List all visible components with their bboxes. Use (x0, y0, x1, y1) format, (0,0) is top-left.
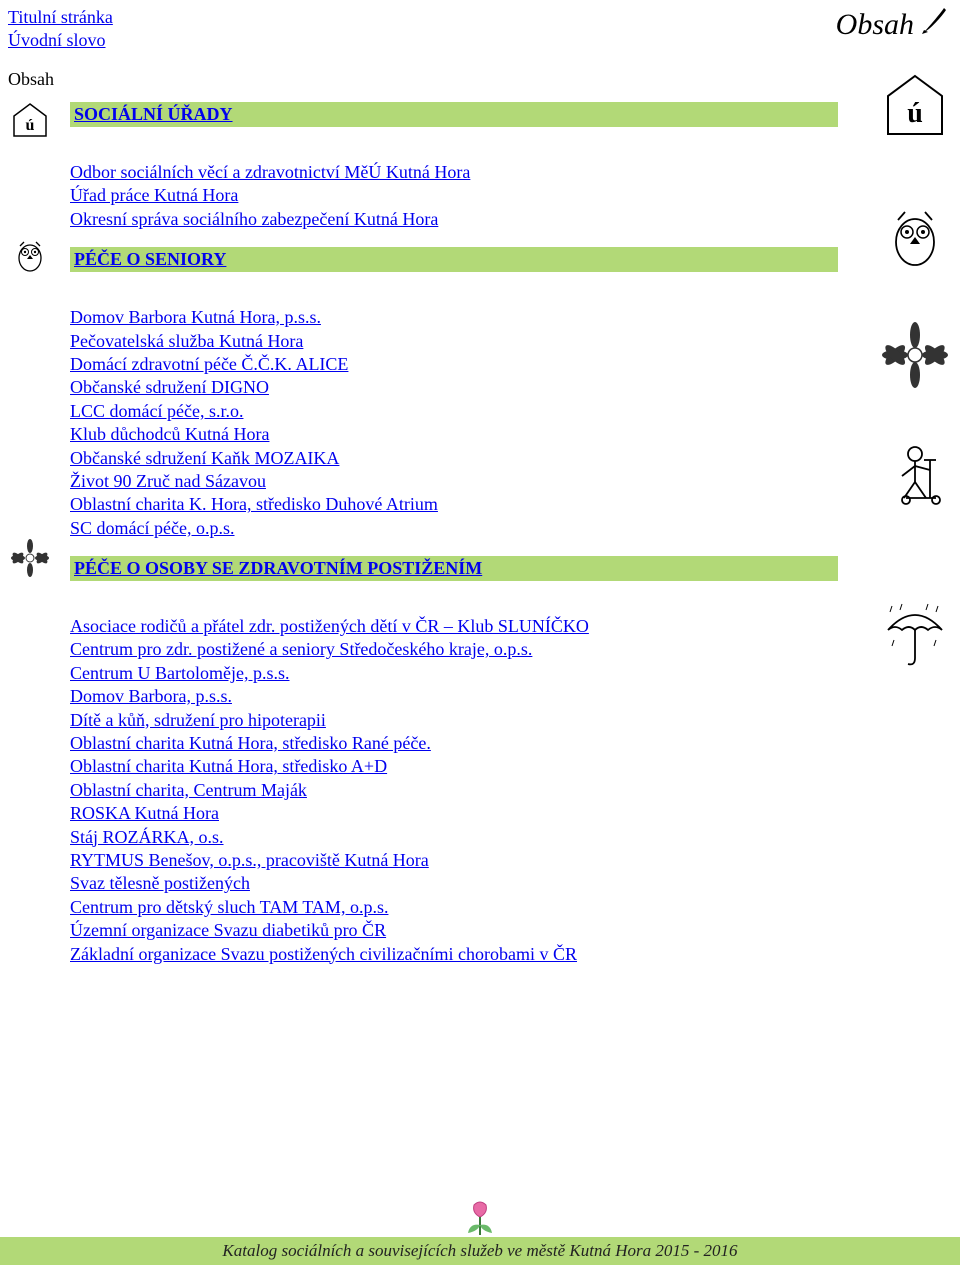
list-pece-seniory: Domov Barbora Kutná Hora, p.s.s. Pečovat… (70, 278, 830, 550)
svg-text:ú: ú (907, 98, 923, 129)
link-item[interactable]: Oblastní charita, Centrum Maják (70, 779, 830, 802)
link-item[interactable]: Pečovatelská služba Kutná Hora (70, 330, 830, 353)
flower-icon (10, 538, 50, 578)
flower-icon (880, 320, 950, 390)
link-item[interactable]: Okresní správa sociálního zabezpečení Ku… (70, 208, 830, 231)
link-item[interactable]: Dítě a kůň, sdružení pro hipoterapii (70, 709, 830, 732)
svg-text:ú: ú (26, 117, 35, 134)
section-link-pece-postizeni[interactable]: PÉČE O OSOBY SE ZDRAVOTNÍM POSTIŽENÍM (74, 558, 482, 578)
link-item[interactable]: Občanské sdružení Kaňk MOZAIKA (70, 447, 830, 470)
obsah-header-text: Obsah (836, 8, 914, 42)
page-root: Obsah Titulní stránka Úvodní slovo Obsah… (0, 0, 960, 1265)
link-item[interactable]: ROSKA Kutná Hora (70, 802, 830, 825)
link-item[interactable]: Oblastní charita Kutná Hora, středisko R… (70, 732, 830, 755)
section-pece-seniory: PÉČE O SENIORY (70, 247, 838, 272)
footer-text: Katalog sociálních a souvisejících služe… (222, 1241, 737, 1260)
owl-icon (10, 234, 50, 274)
list-socialni-urady: Odbor sociálních věcí a zdravotnictví Mě… (70, 133, 830, 241)
link-titulni-stranka[interactable]: Titulní stránka (8, 6, 952, 29)
link-item[interactable]: Centrum pro zdr. postižené a seniory Stř… (70, 638, 830, 661)
link-item[interactable]: Odbor sociálních věcí a zdravotnictví Mě… (70, 161, 830, 184)
section-link-pece-seniory[interactable]: PÉČE O SENIORY (74, 249, 226, 269)
link-item[interactable]: Úřad práce Kutná Hora (70, 184, 830, 207)
obsah-label: Obsah (0, 51, 960, 96)
link-item[interactable]: RYTMUS Benešov, o.p.s., pracoviště Kutná… (70, 849, 830, 872)
link-item[interactable]: Centrum U Bartoloměje, p.s.s. (70, 662, 830, 685)
content: SOCIÁLNÍ ÚŘADY Odbor sociálních věcí a z… (0, 102, 960, 976)
scooter-icon (880, 440, 950, 510)
house-u-icon: ú (880, 70, 950, 140)
top-links: Titulní stránka Úvodní slovo (0, 0, 960, 51)
link-item[interactable]: Centrum pro dětský sluch TAM TAM, o.p.s. (70, 896, 830, 919)
link-item[interactable]: Oblastní charita Kutná Hora, středisko A… (70, 755, 830, 778)
link-item[interactable]: Klub důchodců Kutná Hora (70, 423, 830, 446)
link-item[interactable]: Základní organizace Svazu postižených ci… (70, 943, 830, 966)
link-item[interactable]: Občanské sdružení DIGNO (70, 376, 830, 399)
link-uvodni-slovo[interactable]: Úvodní slovo (8, 29, 952, 52)
obsah-header: Obsah (836, 6, 950, 44)
link-item[interactable]: Domácí zdravotní péče Č.Č.K. ALICE (70, 353, 830, 376)
link-item[interactable]: Domov Barbora Kutná Hora, p.s.s. (70, 306, 830, 329)
link-item[interactable]: Domov Barbora, p.s.s. (70, 685, 830, 708)
umbrella-icon (880, 600, 950, 670)
link-item[interactable]: LCC domácí péče, s.r.o. (70, 400, 830, 423)
link-item[interactable]: SC domácí péče, o.p.s. (70, 517, 830, 540)
link-item[interactable]: Asociace rodičů a přátel zdr. postiženýc… (70, 615, 830, 638)
section-socialni-urady: SOCIÁLNÍ ÚŘADY (70, 102, 838, 127)
tulip-icon (458, 1195, 502, 1239)
owl-icon (880, 200, 950, 270)
section-pece-postizeni: PÉČE O OSOBY SE ZDRAVOTNÍM POSTIŽENÍM (70, 556, 838, 581)
link-item[interactable]: Oblastní charita K. Hora, středisko Duho… (70, 493, 830, 516)
footer-bar: Katalog sociálních a souvisejících služe… (0, 1237, 960, 1265)
link-item[interactable]: Územní organizace Svazu diabetiků pro ČR (70, 919, 830, 942)
link-item[interactable]: Stáj ROZÁRKA, o.s. (70, 826, 830, 849)
list-pece-postizeni: Asociace rodičů a přátel zdr. postiženýc… (70, 587, 830, 976)
link-item[interactable]: Svaz tělesně postižených (70, 872, 830, 895)
pen-icon (920, 6, 950, 44)
link-item[interactable]: Život 90 Zruč nad Sázavou (70, 470, 830, 493)
house-u-icon: ú (10, 100, 50, 140)
section-link-socialni-urady[interactable]: SOCIÁLNÍ ÚŘADY (74, 104, 233, 124)
